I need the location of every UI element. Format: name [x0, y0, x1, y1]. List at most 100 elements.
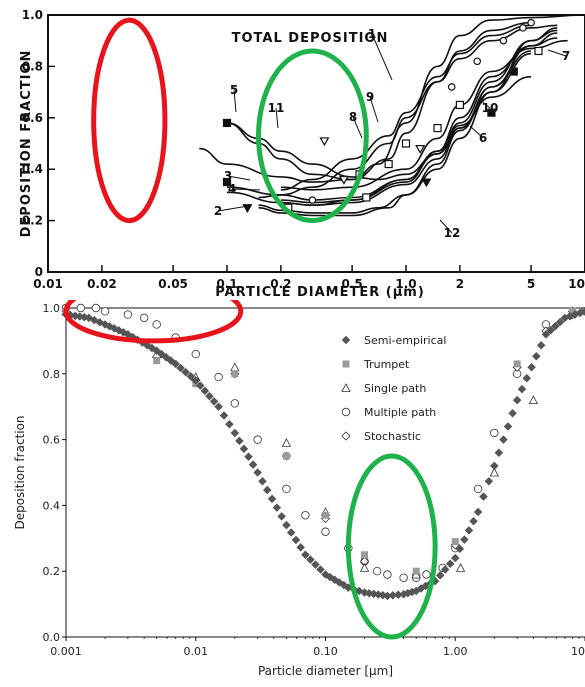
legend-marker [342, 360, 350, 368]
point-semi-empirical [469, 516, 478, 526]
point-semi-empirical [267, 494, 277, 504]
marker-triangle [415, 145, 426, 154]
plot-frame [47, 14, 585, 273]
legend-label: Semi-empirical [364, 334, 446, 347]
curve-label-leader [217, 205, 249, 212]
curve-label: 10 [482, 101, 499, 115]
curve-label: 9 [366, 90, 374, 104]
total-deposition-chart: TOTAL DEPOSITION 0 0.2 0.4 0.6 0.8 1.0 0.01 0.02… [19, 8, 585, 300]
point-semi-empirical [503, 422, 513, 431]
x-tick-label: 0.1 [216, 277, 237, 291]
point-semi-empirical [531, 351, 541, 361]
point-multiple-path [100, 307, 110, 316]
curve-label: 8 [349, 110, 357, 124]
legend-marker [341, 335, 351, 345]
point-semi-empirical [306, 555, 315, 565]
point-semi-empirical [301, 550, 310, 560]
point-trumpet [568, 307, 576, 315]
point-multiple-path [321, 527, 330, 536]
top-chart-panel: TOTAL DEPOSITION 0 0.2 0.4 0.6 0.8 1.0 0.01 0.02… [0, 0, 585, 300]
point-semi-empirical [244, 452, 253, 462]
point-semi-empirical [325, 572, 335, 582]
point-multiple-path [422, 570, 431, 579]
y-tick-label: 0.0 [43, 631, 61, 644]
y-tick-label: 0.4 [43, 499, 61, 512]
point-semi-empirical [484, 476, 494, 486]
curve-label-leader [227, 175, 251, 181]
point-multiple-path [191, 349, 200, 359]
marker-square [433, 123, 442, 133]
x-tick-label: 2 [456, 277, 464, 291]
marker-circle [527, 18, 535, 27]
point-multiple-path [383, 570, 392, 579]
point-trumpet [282, 452, 290, 460]
marker-square [487, 108, 496, 117]
curve-label-leader [352, 116, 363, 139]
point-semi-empirical [311, 560, 320, 569]
marker-square [222, 177, 232, 187]
x-tick-label: 5 [527, 277, 535, 291]
y-tick-label: 0.8 [43, 368, 61, 381]
x-tick-label: 0.10 [313, 645, 338, 658]
point-trumpet [412, 567, 420, 575]
point-semi-empirical [522, 373, 532, 383]
legend-label: Stochastic [364, 430, 421, 443]
curve-10 [280, 75, 532, 207]
point-single-path [359, 563, 370, 572]
point-semi-empirical [262, 485, 272, 495]
y-tick-label: 0.6 [22, 111, 43, 125]
point-semi-empirical [334, 578, 344, 587]
point-single-path [489, 467, 499, 477]
point-semi-empirical [109, 324, 119, 333]
point-semi-empirical [555, 317, 565, 327]
point-semi-empirical [258, 476, 267, 486]
y-axis-label: Deposition fraction [13, 415, 27, 529]
curve-label: 12 [444, 226, 461, 240]
curve-label-leader [275, 107, 279, 129]
point-semi-empirical [517, 384, 527, 394]
point-semi-empirical [205, 391, 214, 401]
point-trumpet [153, 357, 161, 365]
legend-label: Trumpet [363, 358, 410, 371]
point-semi-empirical [494, 448, 504, 458]
point-semi-empirical [473, 507, 483, 517]
point-single-path [455, 563, 466, 572]
point-multiple-path [490, 428, 499, 438]
y-axis-label: DEPOSITION FRACTION [19, 50, 34, 238]
point-semi-empirical [464, 526, 474, 535]
x-axis-label: Particle diameter [μm] [258, 664, 393, 678]
point-semi-empirical [147, 343, 157, 353]
point-semi-empirical [219, 411, 229, 420]
curve-12 [258, 50, 532, 217]
x-tick-label: 10 [568, 277, 585, 291]
point-semi-empirical [191, 376, 201, 385]
bottom-chart-panel: 0.0 0.2 0.4 0.6 0.8 1.0 0.001 0.01 0.10 1.00 10 Par… [0, 279, 585, 683]
curve-label: 3 [224, 169, 232, 183]
point-semi-empirical [580, 306, 585, 316]
point-multiple-path [301, 511, 310, 520]
x-tick-label: 0.01 [184, 645, 209, 658]
marker-square [222, 118, 232, 128]
marker-circle [447, 83, 456, 91]
x-tick-label: 1.00 [443, 645, 468, 658]
point-semi-empirical [248, 460, 258, 469]
point-semi-empirical [440, 565, 450, 574]
x-tick-label: 1.0 [395, 277, 416, 291]
marker-square [455, 100, 464, 110]
x-axis-label: PARTICLE DIAMETER (μm) [215, 285, 425, 300]
point-multiple-path [214, 372, 223, 382]
legend-marker [341, 383, 351, 392]
point-trumpet [451, 538, 459, 546]
point-semi-empirical [200, 386, 210, 396]
curve-label: 6 [479, 131, 487, 145]
point-semi-empirical [435, 570, 445, 580]
x-tick-label: 0.02 [87, 277, 117, 291]
x-tick-label: 10 [571, 645, 585, 658]
point-semi-empirical [527, 362, 536, 372]
x-tick-label: 0.05 [158, 277, 188, 291]
chart-title: TOTAL DEPOSITION [232, 31, 389, 46]
y-tick-label: 0.2 [43, 565, 61, 578]
point-multiple-path [123, 310, 133, 319]
curve-9 [280, 24, 532, 191]
curve-label-leader [233, 89, 237, 113]
